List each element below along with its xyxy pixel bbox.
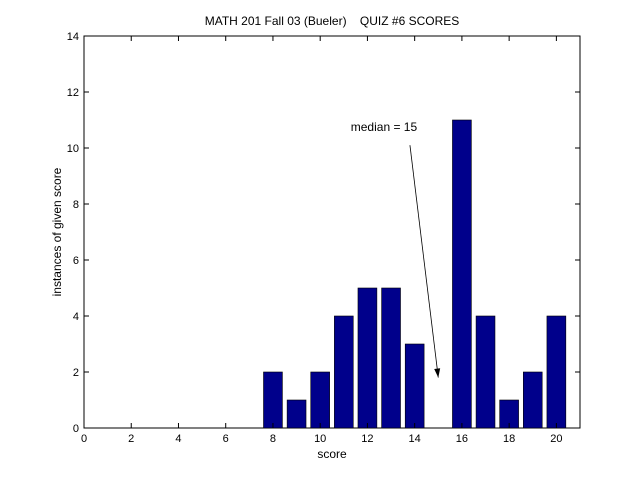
x-tick-label: 2 (128, 433, 134, 445)
x-tick-label: 12 (361, 433, 373, 445)
x-tick-label: 10 (314, 433, 326, 445)
bar-score-12 (357, 287, 378, 429)
x-tick-label: 16 (456, 433, 468, 445)
y-tick-label: 8 (73, 199, 79, 211)
bar-score-9 (286, 399, 307, 429)
x-tick-label: 0 (81, 433, 87, 445)
bar-score-17 (475, 315, 496, 429)
y-tick-label: 12 (67, 87, 79, 99)
x-tick-label: 20 (550, 433, 562, 445)
x-tick-label: 6 (223, 433, 229, 445)
x-axis-label: score (317, 447, 347, 461)
bar-score-13 (381, 287, 401, 429)
y-axis-label: instances of given score (50, 167, 64, 296)
bar-score-19 (523, 371, 543, 429)
median-arrow-head (434, 368, 441, 378)
y-tick-label: 4 (73, 311, 79, 323)
chart-title: MATH 201 Fall 03 (Bueler) QUIZ #6 SCORES (205, 14, 460, 28)
y-tick-label: 14 (67, 31, 79, 43)
bar-score-8 (263, 371, 283, 429)
x-tick-label: 18 (503, 433, 515, 445)
median-annotation: median = 15 (351, 120, 418, 134)
plot-area (83, 35, 581, 429)
bars-layer (263, 119, 567, 429)
x-tick-label: 14 (409, 433, 421, 445)
bar-score-16 (452, 119, 472, 429)
bar-score-14 (404, 343, 425, 429)
bar-score-11 (334, 315, 354, 429)
y-tick-label: 2 (73, 367, 79, 379)
x-tick-label: 8 (270, 433, 276, 445)
y-tick-label: 10 (67, 143, 79, 155)
y-tick-label: 0 (73, 423, 79, 435)
annotation-layer: median = 15 (351, 120, 441, 378)
ticks-layer: 0 2 4 6 8 10 12 14 16 18 20 0 2 4 6 8 10 12 14 (67, 31, 580, 445)
bar-score-20 (546, 315, 567, 429)
y-tick-label: 6 (73, 255, 79, 267)
median-arrow (409, 145, 439, 378)
x-tick-label: 4 (175, 433, 181, 445)
bar-score-10 (310, 371, 330, 429)
